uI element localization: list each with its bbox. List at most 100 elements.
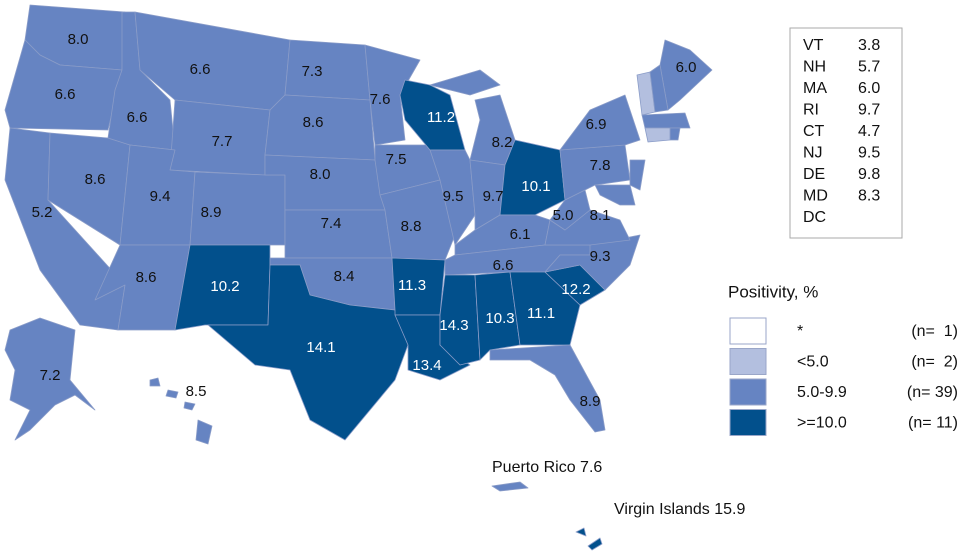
- legend-count: (n= 39): [907, 384, 958, 401]
- state-value: 5.2: [32, 204, 53, 221]
- state-value: 9.5: [443, 188, 464, 205]
- state-value: 12.2: [561, 281, 590, 298]
- state: [284, 39, 371, 101]
- territory-label: Virgin Islands 15.9: [614, 501, 745, 518]
- state-value: 8.0: [310, 166, 331, 183]
- state: [669, 127, 681, 141]
- inset-state: CT: [803, 123, 825, 140]
- state-value: 5.0: [553, 207, 574, 224]
- state: [544, 234, 641, 291]
- inset-state: MD: [803, 188, 828, 205]
- legend-swatch: [729, 317, 767, 345]
- legend: * (n= 1) <5.0 (n= 2) 5.0-9.9 (n= 39) >=10.0 (n=…: [729, 317, 958, 436]
- legend-swatch: [729, 348, 767, 375]
- legend-count: (n= 1): [911, 323, 958, 340]
- inset-value: 8.3: [858, 188, 880, 205]
- state-value: 7.7: [212, 133, 233, 150]
- territory: [575, 527, 603, 551]
- inset-state: MA: [803, 80, 827, 97]
- state-value: 13.4: [412, 357, 441, 374]
- state-value: 11.1: [527, 305, 555, 322]
- inset-state: NH: [803, 59, 826, 76]
- state-value: 9.7: [483, 188, 504, 205]
- legend-label: 5.0-9.9: [797, 384, 847, 401]
- state-value: 8.9: [201, 204, 222, 221]
- state-value: 8.6: [303, 114, 324, 131]
- state-value: 8.6: [85, 171, 106, 188]
- legend-label: *: [797, 323, 803, 340]
- legend-title: Positivity, %: [728, 282, 818, 301]
- state: [364, 44, 421, 146]
- state-value: 8.2: [492, 134, 513, 151]
- state: [149, 377, 213, 445]
- legend-label: <5.0: [797, 354, 829, 371]
- state-value: 8.1: [590, 207, 611, 224]
- state: [629, 159, 646, 191]
- inset-value: 6.0: [858, 80, 880, 97]
- state-value: 6.6: [55, 86, 76, 103]
- state-value: 6.6: [190, 61, 211, 78]
- state-value: 8.0: [68, 31, 89, 48]
- state-value: 9.3: [590, 248, 611, 265]
- inset-value: 4.7: [858, 123, 880, 140]
- legend-swatch: [729, 378, 767, 406]
- state: [489, 344, 606, 433]
- state-value: 7.8: [590, 157, 611, 174]
- legend-label: >=10.0: [797, 415, 847, 432]
- inset-value: 9.7: [858, 102, 880, 119]
- state-value: 8.9: [580, 393, 601, 410]
- state-value: 7.5: [386, 151, 407, 168]
- state-value: 10.3: [485, 310, 514, 327]
- state: [649, 64, 669, 113]
- legend-swatch: [729, 409, 767, 436]
- state: [594, 184, 636, 206]
- state: [509, 271, 581, 346]
- state: [4, 317, 96, 441]
- state-value: 7.6: [370, 91, 391, 108]
- inset-table: VT 3.8 NH 5.7 MA 6.0 RI 9.7 CT 4.7 NJ 9.5 DE 9.8 MD 8.3…: [803, 37, 880, 226]
- territories: Puerto Rico 7.6 Virgin Islands 15.9: [491, 459, 745, 551]
- inset-state: DE: [803, 166, 825, 183]
- state-value: 9.4: [150, 188, 171, 205]
- state-value: 14.3: [439, 317, 468, 334]
- state: [474, 271, 521, 361]
- territory-label: Puerto Rico 7.6: [492, 459, 602, 476]
- inset-value: 9.8: [858, 166, 880, 183]
- state-value: 8.5: [186, 383, 207, 400]
- state-value: 6.9: [586, 116, 607, 133]
- state-value: 7.3: [302, 63, 323, 80]
- state: [644, 127, 671, 143]
- inset-box: [789, 27, 903, 239]
- inset-state: DC: [803, 209, 826, 226]
- state: [641, 112, 691, 129]
- state-value: 11.3: [398, 277, 426, 294]
- inset-value: 5.7: [858, 59, 880, 76]
- inset-value: 9.5: [858, 145, 880, 162]
- state-value: 8.8: [401, 218, 422, 235]
- inset-value: 3.8: [858, 37, 880, 54]
- state: [207, 264, 409, 441]
- state-value: 6.6: [493, 257, 514, 274]
- state-value: 7.4: [321, 215, 342, 232]
- state-labels: 8.0 6.6 5.2 8.6 6.6 6.6 7.7 9.4 8.6 8.9 10.2 7.3 8.6…: [32, 31, 697, 410]
- state-value: 6.1: [510, 226, 531, 243]
- inset-state: NJ: [803, 145, 823, 162]
- state-value: 6.6: [127, 109, 148, 126]
- legend-count: (n= 11): [908, 415, 958, 432]
- state: [559, 94, 641, 151]
- state-value: 14.1: [306, 339, 335, 356]
- territory: [491, 481, 529, 492]
- state-value: 11.2: [427, 109, 455, 126]
- state-value: 8.6: [136, 269, 157, 286]
- inset-state: VT: [803, 37, 824, 54]
- state-value: 6.0: [676, 59, 697, 76]
- inset-state: RI: [803, 102, 819, 119]
- state-value: 7.2: [40, 367, 61, 384]
- states: [4, 4, 713, 445]
- state-value: 10.2: [210, 278, 239, 295]
- state: [549, 189, 591, 231]
- state-value: 10.1: [521, 178, 550, 195]
- legend-count: (n= 2): [911, 354, 958, 371]
- state-value: 8.4: [334, 268, 355, 285]
